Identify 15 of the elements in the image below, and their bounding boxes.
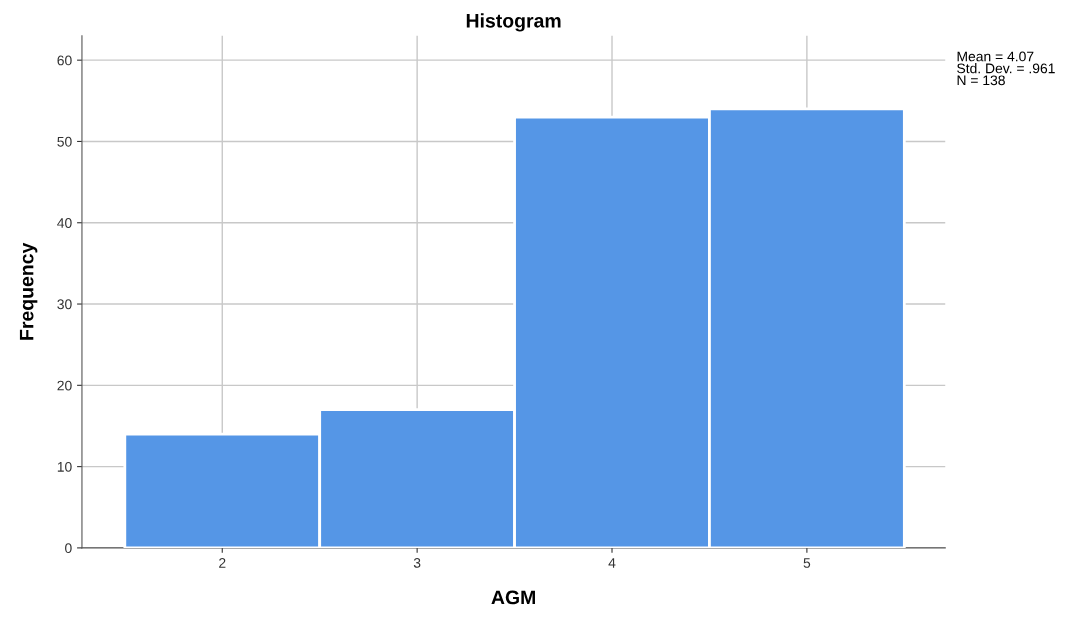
text: Mean = 4.07 Std. Dev. = .961 N = 138	[957, 51, 1055, 86]
chart-title: Histogram	[466, 13, 561, 32]
y-tick-label: 50	[57, 136, 72, 147]
x-tick-label: 5	[803, 558, 811, 568]
y-tick-label: 60	[57, 55, 72, 66]
y-tick-label: 0	[65, 543, 72, 554]
y-tick-label: 40	[57, 218, 72, 228]
y-tick-label: 10	[57, 461, 72, 472]
y-tick-label: 30	[57, 299, 72, 310]
x-axis-title: AGM	[491, 590, 535, 605]
x-tick-label: 2	[219, 557, 226, 568]
y-axis-title: Frequency	[19, 242, 38, 340]
x-tick-label: 4	[608, 558, 616, 568]
y-tick-label: 20	[57, 380, 72, 391]
x-tick-label: 3	[413, 557, 421, 568]
